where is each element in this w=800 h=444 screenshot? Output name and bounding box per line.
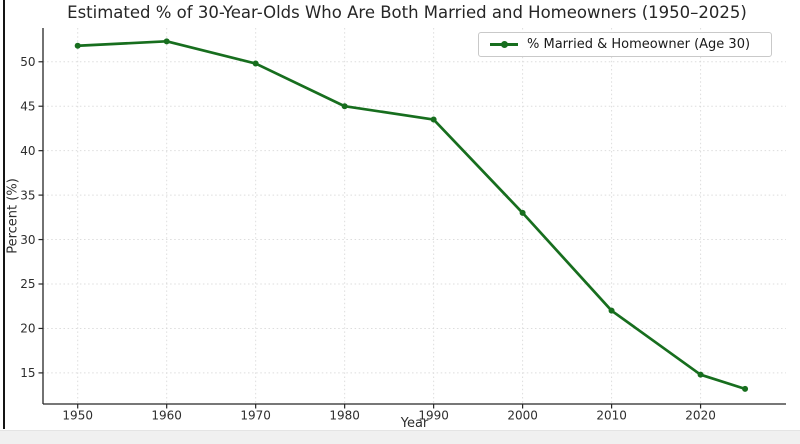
data-point-marker xyxy=(742,385,749,392)
chart-title: Estimated % of 30-Year-Olds Who Are Both… xyxy=(67,3,747,22)
plot-area: 1950 1960 1970 1980 1990 2000 2010 2020 15 20 25 30… xyxy=(20,28,786,423)
legend-label: % Married & Homeowner (Age 30) xyxy=(527,37,751,52)
legend-line-sample-icon xyxy=(490,41,518,48)
data-point-marker xyxy=(74,42,81,49)
y-tick-label: 25 xyxy=(20,277,35,291)
legend-marker-dot-icon xyxy=(500,41,508,48)
legend: % Married & Homeowner (Age 30) xyxy=(478,32,772,57)
chart-figure: 1950 1960 1970 1980 1990 2000 2010 2020 15 20 25 30… xyxy=(0,0,800,431)
data-point-marker xyxy=(608,307,615,314)
y-tick-label: 30 xyxy=(20,233,35,247)
x-tick-label: 2010 xyxy=(596,409,627,423)
x-tick-label: 1990 xyxy=(418,409,449,423)
data-line xyxy=(76,39,747,391)
x-tick-label: 1980 xyxy=(329,409,360,423)
y-tick-label: 50 xyxy=(20,55,35,69)
data-point-marker xyxy=(341,103,348,110)
x-tick-label: 2020 xyxy=(685,409,716,423)
page-background-strip xyxy=(0,430,800,444)
data-point-marker xyxy=(697,371,704,378)
x-tick-label: 2000 xyxy=(507,409,538,423)
y-tick-label: 45 xyxy=(20,99,35,113)
window-left-border xyxy=(3,0,5,429)
data-point-marker xyxy=(430,116,437,123)
data-point-marker xyxy=(163,38,170,45)
data-point-marker xyxy=(252,60,259,67)
x-tick-label: 1970 xyxy=(240,409,271,423)
y-tick-label: 40 xyxy=(20,144,35,158)
y-tick-label: 35 xyxy=(20,188,35,202)
x-tick-label: 1950 xyxy=(62,409,93,423)
y-tick-label: 20 xyxy=(20,322,35,336)
x-tick-label: 1960 xyxy=(151,409,182,423)
y-tick-label: 15 xyxy=(20,366,35,380)
y-axis-title: Percent (%) xyxy=(5,178,21,254)
x-axis-title: Year xyxy=(400,416,429,431)
data-point-marker xyxy=(519,209,526,216)
